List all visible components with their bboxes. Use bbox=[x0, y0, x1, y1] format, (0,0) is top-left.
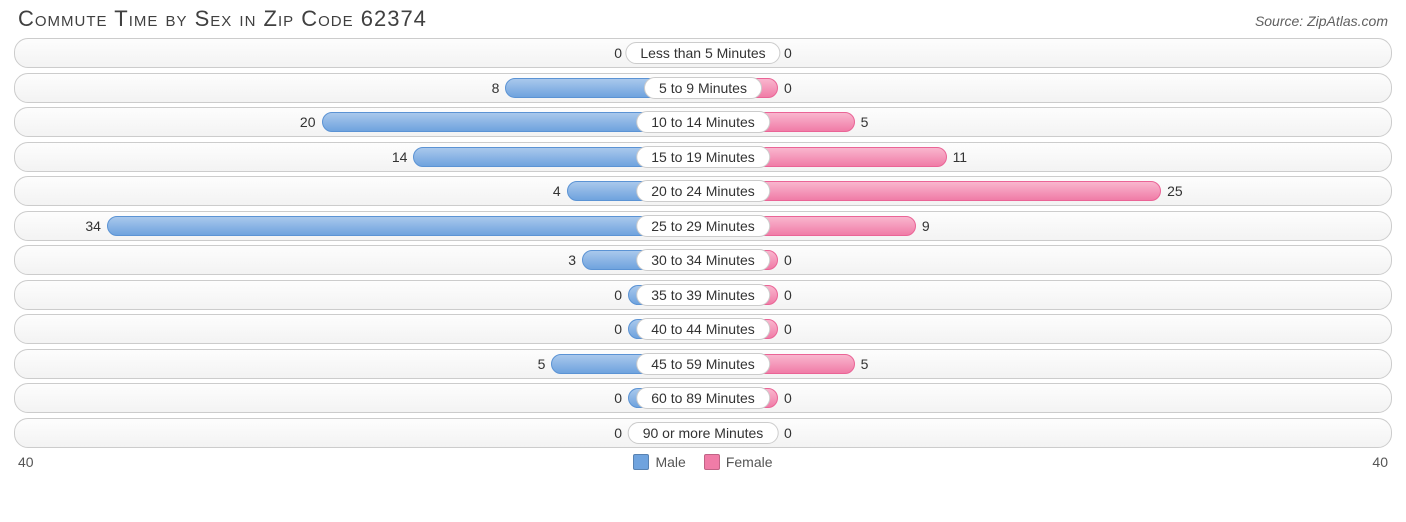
value-label-female: 0 bbox=[784, 390, 792, 406]
value-label-male: 4 bbox=[553, 183, 561, 199]
value-label-male: 20 bbox=[300, 114, 316, 130]
value-label-female: 0 bbox=[784, 425, 792, 441]
value-label-female: 5 bbox=[861, 114, 869, 130]
value-label-female: 0 bbox=[784, 252, 792, 268]
chart-row: Less than 5 Minutes0 0 bbox=[14, 38, 1392, 68]
chart-row: 25 to 29 Minutes 34 9 bbox=[14, 211, 1392, 241]
value-label-male: 14 bbox=[392, 149, 408, 165]
row-category-label: 15 to 19 Minutes bbox=[636, 146, 770, 168]
axis-left-max: 40 bbox=[18, 454, 34, 470]
row-category-label: 25 to 29 Minutes bbox=[636, 215, 770, 237]
axis-right-max: 40 bbox=[1372, 454, 1388, 470]
chart-row: 10 to 14 Minutes 20 5 bbox=[14, 107, 1392, 137]
value-label-female: 11 bbox=[953, 149, 968, 165]
value-label-male: 5 bbox=[538, 356, 546, 372]
chart-row: 40 to 44 Minutes 0 0 bbox=[14, 314, 1392, 344]
chart-header: Commute Time by Sex in Zip Code 62374 So… bbox=[0, 0, 1406, 36]
value-label-male: 34 bbox=[85, 218, 101, 234]
row-category-label: 5 to 9 Minutes bbox=[644, 77, 762, 99]
value-label-female: 0 bbox=[784, 45, 792, 61]
value-label-female: 0 bbox=[784, 287, 792, 303]
chart-row: 60 to 89 Minutes 0 0 bbox=[14, 383, 1392, 413]
chart-row: 30 to 34 Minutes 3 0 bbox=[14, 245, 1392, 275]
bar-male bbox=[107, 216, 703, 236]
value-label-male: 0 bbox=[614, 390, 622, 406]
row-category-label: 35 to 39 Minutes bbox=[636, 284, 770, 306]
row-category-label: 20 to 24 Minutes bbox=[636, 180, 770, 202]
chart-area: Less than 5 Minutes005 to 9 Minutes8010 … bbox=[0, 36, 1406, 448]
row-category-label: 30 to 34 Minutes bbox=[636, 249, 770, 271]
chart-footer: 40 Male Female 40 bbox=[0, 452, 1406, 470]
value-label-female: 9 bbox=[922, 218, 930, 234]
value-label-female: 5 bbox=[861, 356, 869, 372]
row-category-label: 90 or more Minutes bbox=[628, 422, 779, 444]
value-label-female: 25 bbox=[1167, 183, 1183, 199]
chart-row: 5 to 9 Minutes 8 0 bbox=[14, 73, 1392, 103]
chart-source: Source: ZipAtlas.com bbox=[1255, 13, 1388, 29]
legend-label-female: Female bbox=[726, 454, 773, 470]
legend-swatch-female bbox=[704, 454, 720, 470]
chart-row: 45 to 59 Minutes 5 5 bbox=[14, 349, 1392, 379]
value-label-female: 0 bbox=[784, 321, 792, 337]
legend-item-male: Male bbox=[633, 454, 685, 470]
row-category-label: 10 to 14 Minutes bbox=[636, 111, 770, 133]
legend-swatch-male bbox=[633, 454, 649, 470]
legend-item-female: Female bbox=[704, 454, 773, 470]
value-label-male: 3 bbox=[568, 252, 576, 268]
chart-row: 35 to 39 Minutes 0 0 bbox=[14, 280, 1392, 310]
row-category-label: Less than 5 Minutes bbox=[625, 42, 780, 64]
value-label-male: 8 bbox=[492, 80, 500, 96]
chart-row: 20 to 24 Minutes 4 25 bbox=[14, 176, 1392, 206]
value-label-male: 0 bbox=[614, 45, 622, 61]
value-label-male: 0 bbox=[614, 425, 622, 441]
chart-row: 15 to 19 Minutes 14 11 bbox=[14, 142, 1392, 172]
value-label-male: 0 bbox=[614, 321, 622, 337]
legend: Male Female bbox=[633, 454, 772, 470]
row-category-label: 60 to 89 Minutes bbox=[636, 387, 770, 409]
legend-label-male: Male bbox=[655, 454, 685, 470]
row-category-label: 40 to 44 Minutes bbox=[636, 318, 770, 340]
chart-row: 90 or more Minutes 0 0 bbox=[14, 418, 1392, 448]
chart-title: Commute Time by Sex in Zip Code 62374 bbox=[18, 6, 427, 32]
bar-female bbox=[703, 181, 1161, 201]
row-category-label: 45 to 59 Minutes bbox=[636, 353, 770, 375]
value-label-male: 0 bbox=[614, 287, 622, 303]
value-label-female: 0 bbox=[784, 80, 792, 96]
